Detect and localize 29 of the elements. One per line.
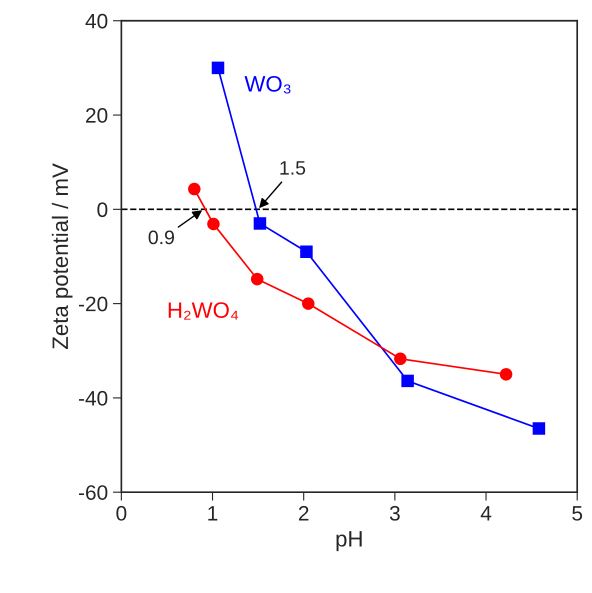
x-tick-label: 3 — [390, 506, 400, 521]
x-axis-title: pH — [336, 531, 362, 552]
point — [532, 422, 546, 435]
point — [188, 182, 201, 196]
series-label: WO₃ — [244, 76, 290, 94]
series-label: H₂WO₄ — [168, 302, 238, 320]
point — [250, 272, 264, 286]
annotation: 0.9 — [148, 230, 174, 244]
y-tick-label: -40 — [78, 390, 108, 406]
point — [394, 352, 407, 366]
point — [254, 217, 266, 230]
point — [302, 297, 315, 310]
point — [401, 374, 414, 388]
annotation: 1.5 — [280, 161, 306, 175]
y-tick-label: 0 — [97, 202, 108, 218]
y-tick-label: 20 — [86, 108, 108, 123]
y-tick-label: -60 — [78, 485, 108, 500]
point — [207, 218, 220, 230]
x-tick-label: 5 — [572, 506, 582, 521]
point — [500, 368, 512, 381]
x-tick-label: 1 — [208, 506, 218, 520]
point — [300, 246, 313, 258]
x-tick-label: 4 — [480, 506, 492, 520]
y-tick-label: 40 — [85, 14, 108, 29]
y-tick-label: -20 — [78, 296, 108, 312]
x-tick-label: 0 — [116, 506, 126, 521]
point — [212, 62, 224, 74]
y-axis-title: Zeta potential / mV — [52, 163, 73, 350]
x-tick-label: 2 — [298, 506, 308, 520]
